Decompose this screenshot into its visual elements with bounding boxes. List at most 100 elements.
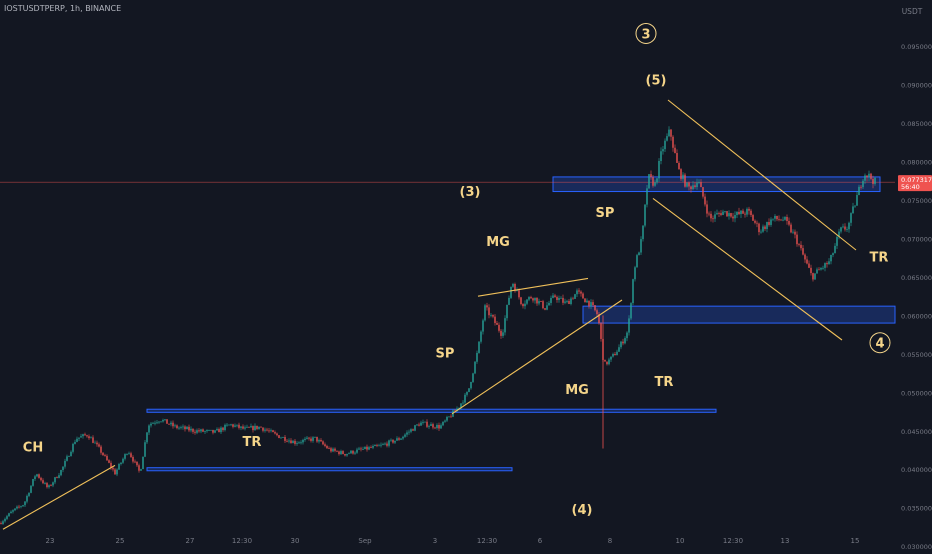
candle-body	[124, 454, 126, 459]
candle-body	[78, 437, 80, 439]
candle-body	[390, 439, 392, 441]
candle-body	[62, 466, 64, 471]
candle-body	[166, 419, 168, 424]
candle-body	[742, 210, 744, 214]
candle-body	[846, 229, 848, 231]
candle-body	[20, 506, 22, 508]
label-mg-bottom-text: MG	[565, 383, 589, 398]
candle-body	[94, 442, 96, 444]
candle-body	[816, 269, 818, 274]
candle-body	[198, 430, 200, 432]
candle-body	[442, 421, 444, 426]
x-tick-label: 3	[433, 537, 437, 545]
candle-body	[502, 332, 504, 336]
candle-body	[396, 438, 398, 441]
candle-body	[246, 426, 248, 428]
price-tag-box	[898, 175, 932, 192]
candle-body	[522, 304, 524, 307]
candle-body	[330, 448, 332, 452]
candle-body	[444, 420, 446, 422]
candle-body	[2, 521, 4, 524]
candle-body	[856, 195, 858, 206]
candle-body	[322, 441, 324, 445]
candle-body	[610, 356, 612, 360]
candle-body	[378, 445, 380, 447]
candle-body	[866, 175, 868, 178]
candle-body	[328, 448, 330, 450]
candle-body	[434, 427, 436, 429]
candle-body	[42, 480, 44, 484]
candle-body	[874, 177, 876, 184]
candle-body	[176, 425, 178, 429]
candle-body	[110, 462, 112, 468]
candle-body	[748, 208, 750, 211]
candle-body	[608, 359, 610, 365]
candle-body	[448, 416, 450, 418]
candle-body	[858, 186, 860, 196]
candle-body	[258, 426, 260, 429]
candle-body	[500, 330, 502, 336]
candle-body	[684, 174, 686, 187]
candle-body	[514, 284, 516, 292]
candle-body	[728, 213, 730, 217]
candle-body	[282, 437, 284, 438]
candle-body	[182, 426, 184, 428]
zones-layer	[146, 176, 896, 472]
candle-body	[136, 461, 138, 466]
candle-body	[534, 297, 536, 301]
candle-body	[654, 182, 656, 186]
label-tr-right: TR	[870, 251, 889, 266]
candle-body	[122, 458, 124, 463]
candle-body	[138, 465, 140, 471]
y-tick-label: 0.070000	[901, 235, 932, 243]
channel-lower-trendline	[652, 198, 843, 341]
x-tick-label: 23	[46, 537, 55, 545]
candle-body	[588, 300, 590, 307]
candle-body	[46, 483, 48, 488]
candle-body	[570, 298, 572, 305]
label-wave-4-paren: (4)	[572, 503, 593, 518]
candle-body	[744, 213, 746, 215]
candle-body	[432, 424, 434, 428]
candle-body	[546, 305, 548, 310]
candle-body	[674, 147, 676, 154]
y-tick-label: 0.055000	[901, 351, 932, 359]
candle-body	[672, 136, 674, 148]
candle-body	[406, 432, 408, 435]
candle-body	[622, 341, 624, 344]
candle-body	[686, 182, 688, 187]
candle-body	[28, 492, 30, 496]
candle-body	[160, 421, 162, 423]
support-zone-mid	[582, 305, 896, 324]
candle-body	[628, 318, 630, 333]
x-tick-label: 12:30	[232, 537, 252, 545]
candle-body	[14, 508, 16, 511]
candle-body	[650, 174, 652, 178]
label-wave-4-circled-circle	[869, 332, 891, 354]
candle-body	[572, 298, 574, 300]
candle-body	[480, 331, 482, 342]
candle-body	[296, 443, 298, 444]
y-tick-label: 0.095000	[901, 43, 932, 51]
candle-body	[450, 416, 452, 418]
time-axis[interactable]: 23 25 27 12:30 30 Sep 3 12:30 6 8 10 12:30 13 15	[46, 537, 860, 545]
price-axis[interactable]: USDT 0.030000 0.035000 0.040000 0.045000 0.05…	[896, 0, 932, 551]
candle-body	[260, 426, 262, 428]
candle-body	[818, 269, 820, 271]
candle-body	[376, 444, 378, 446]
candle-body	[630, 303, 632, 319]
candle-body	[820, 268, 822, 270]
candle-body	[752, 215, 754, 221]
candle-body	[54, 477, 56, 483]
candle-body	[348, 453, 350, 455]
candle-body	[48, 485, 50, 488]
candle-body	[516, 290, 518, 292]
candle-body	[490, 314, 492, 316]
candle-body	[242, 426, 244, 429]
candle-body	[840, 227, 842, 232]
candle-body	[90, 437, 92, 439]
candle-body	[338, 451, 340, 455]
candle-body	[40, 477, 42, 481]
